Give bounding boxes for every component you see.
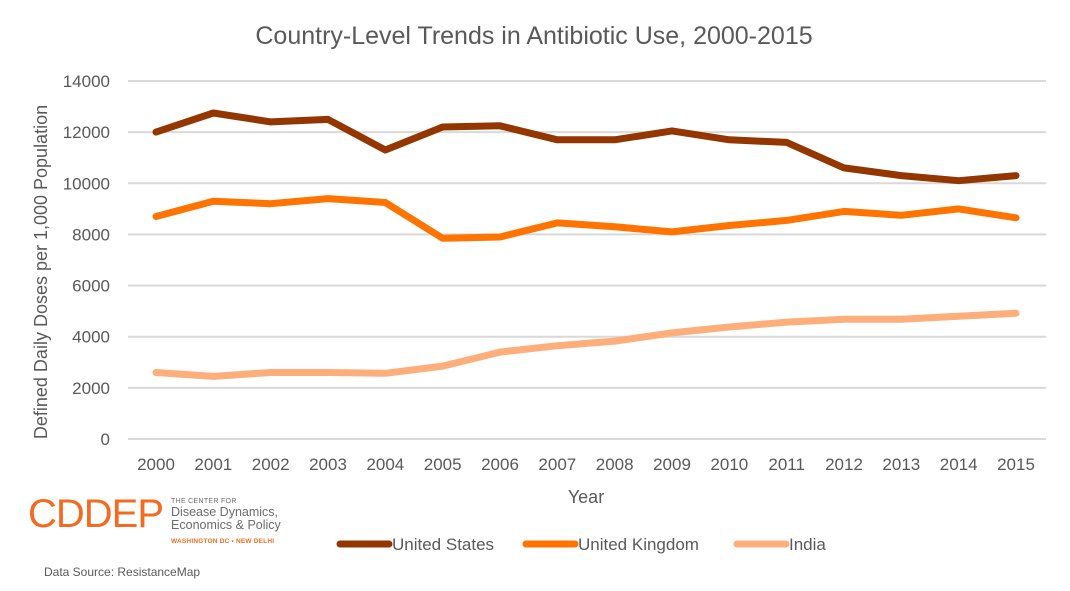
y-tick-label: 2000 — [72, 379, 110, 398]
gridlines — [128, 80, 1046, 440]
legend-label: United States — [392, 535, 494, 554]
x-axis-ticks: 2000 2001 2002 2003 2004 2005 2006 2007 2008 2009… — [137, 455, 1035, 474]
logo-mark: CDDEP — [28, 492, 164, 536]
x-tick-label: 2000 — [137, 455, 175, 474]
series-lines — [152, 109, 1020, 380]
series-line-united-kingdom — [152, 195, 1020, 242]
logo-line-4: WASHINGTON DC • NEW DELHI — [171, 538, 275, 545]
x-tick-label: 2013 — [882, 455, 920, 474]
x-tick-label: 2009 — [653, 455, 691, 474]
data-source: Data Source: ResistanceMap — [44, 565, 201, 579]
y-tick-label: 4000 — [72, 328, 110, 347]
x-tick-label: 2007 — [538, 455, 576, 474]
x-tick-label: 2014 — [940, 455, 978, 474]
series-line-india — [152, 309, 1020, 380]
cddep-logo: CDDEP THE CENTER FOR Disease Dynamics, E… — [28, 494, 281, 545]
legend-label: United Kingdom — [578, 535, 699, 554]
series-line-united-states — [152, 109, 1020, 185]
legend: United States United Kingdom India — [336, 535, 826, 554]
x-tick-label: 2008 — [596, 455, 634, 474]
y-tick-label: 6000 — [72, 277, 110, 296]
x-tick-label: 2006 — [481, 455, 519, 474]
legend-item-india: India — [733, 535, 826, 554]
x-tick-label: 2011 — [768, 455, 805, 474]
logo-text: THE CENTER FOR Disease Dynamics, Economi… — [171, 497, 281, 545]
y-tick-label: 14000 — [63, 72, 110, 91]
y-tick-label: 12000 — [63, 123, 110, 142]
logo-line-2: Disease Dynamics, — [171, 505, 279, 519]
x-tick-label: 2015 — [997, 455, 1035, 474]
y-tick-label: 0 — [101, 430, 110, 449]
y-axis-title: Defined Daily Doses per 1,000 Population — [31, 105, 51, 439]
x-tick-label: 2012 — [825, 455, 863, 474]
logo-line-1: THE CENTER FOR — [171, 498, 237, 505]
logo-line-3: Economics & Policy — [171, 518, 281, 532]
y-tick-label: 10000 — [63, 174, 110, 193]
x-tick-label: 2004 — [366, 455, 404, 474]
x-tick-label: 2003 — [309, 455, 347, 474]
legend-label: India — [789, 535, 826, 554]
y-tick-label: 8000 — [72, 225, 110, 244]
x-axis-title: Year — [568, 487, 604, 507]
y-axis-ticks: 0 2000 4000 6000 8000 10000 12000 14000 — [63, 72, 110, 449]
x-tick-label: 2002 — [252, 455, 290, 474]
legend-item-united-states: United States — [336, 535, 494, 554]
x-tick-label: 2010 — [710, 455, 748, 474]
x-tick-label: 2001 — [194, 455, 232, 474]
legend-item-united-kingdom: United Kingdom — [522, 535, 699, 554]
x-tick-label: 2005 — [424, 455, 462, 474]
chart-title: Country-Level Trends in Antibiotic Use, … — [255, 22, 812, 50]
